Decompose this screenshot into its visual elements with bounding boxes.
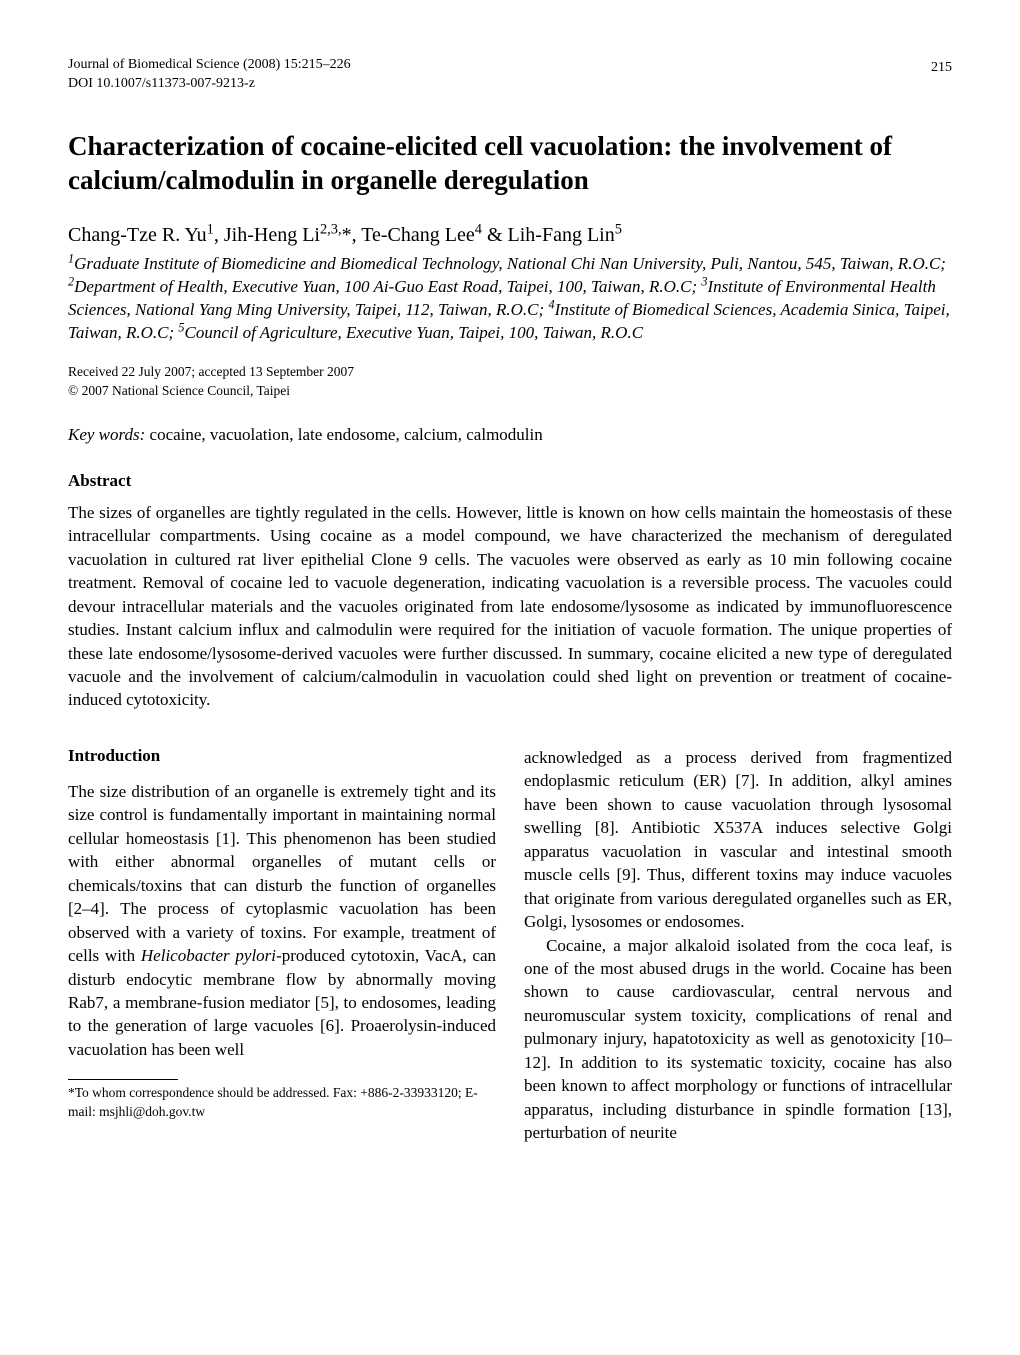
copyright-line: © 2007 National Science Council, Taipei	[68, 382, 952, 401]
affiliations: 1Graduate Institute of Biomedicine and B…	[68, 253, 952, 345]
journal-header-line: Journal of Biomedical Science (2008) 15:…	[68, 56, 952, 75]
right-column: acknowledged as a process derived from f…	[524, 746, 952, 1145]
page-number: 215	[931, 60, 952, 76]
abstract-heading: Abstract	[68, 471, 952, 491]
intro-paragraph: The size distribution of an organelle is…	[68, 780, 496, 1061]
doi-line: DOI 10.1007/s11373-007-9213-z	[68, 75, 952, 94]
introduction-heading: Introduction	[68, 746, 496, 766]
footnote-rule	[68, 1079, 178, 1080]
intro-paragraph: acknowledged as a process derived from f…	[524, 746, 952, 934]
left-column: Introduction The size distribution of an…	[68, 746, 496, 1145]
intro-paragraph: Cocaine, a major alkaloid isolated from …	[524, 934, 952, 1145]
article-title: Characterization of cocaine-elicited cel…	[68, 130, 952, 198]
received-line: Received 22 July 2007; accepted 13 Septe…	[68, 363, 952, 382]
authors-line: Chang-Tze R. Yu1, Jih-Heng Li2,3,*, Te-C…	[68, 221, 952, 249]
abstract-text: The sizes of organelles are tightly regu…	[68, 501, 952, 712]
body-columns: Introduction The size distribution of an…	[68, 746, 952, 1145]
correspondence-footnote: *To whom correspondence should be addres…	[68, 1084, 496, 1120]
keywords: Key words: cocaine, vacuolation, late en…	[68, 425, 952, 445]
